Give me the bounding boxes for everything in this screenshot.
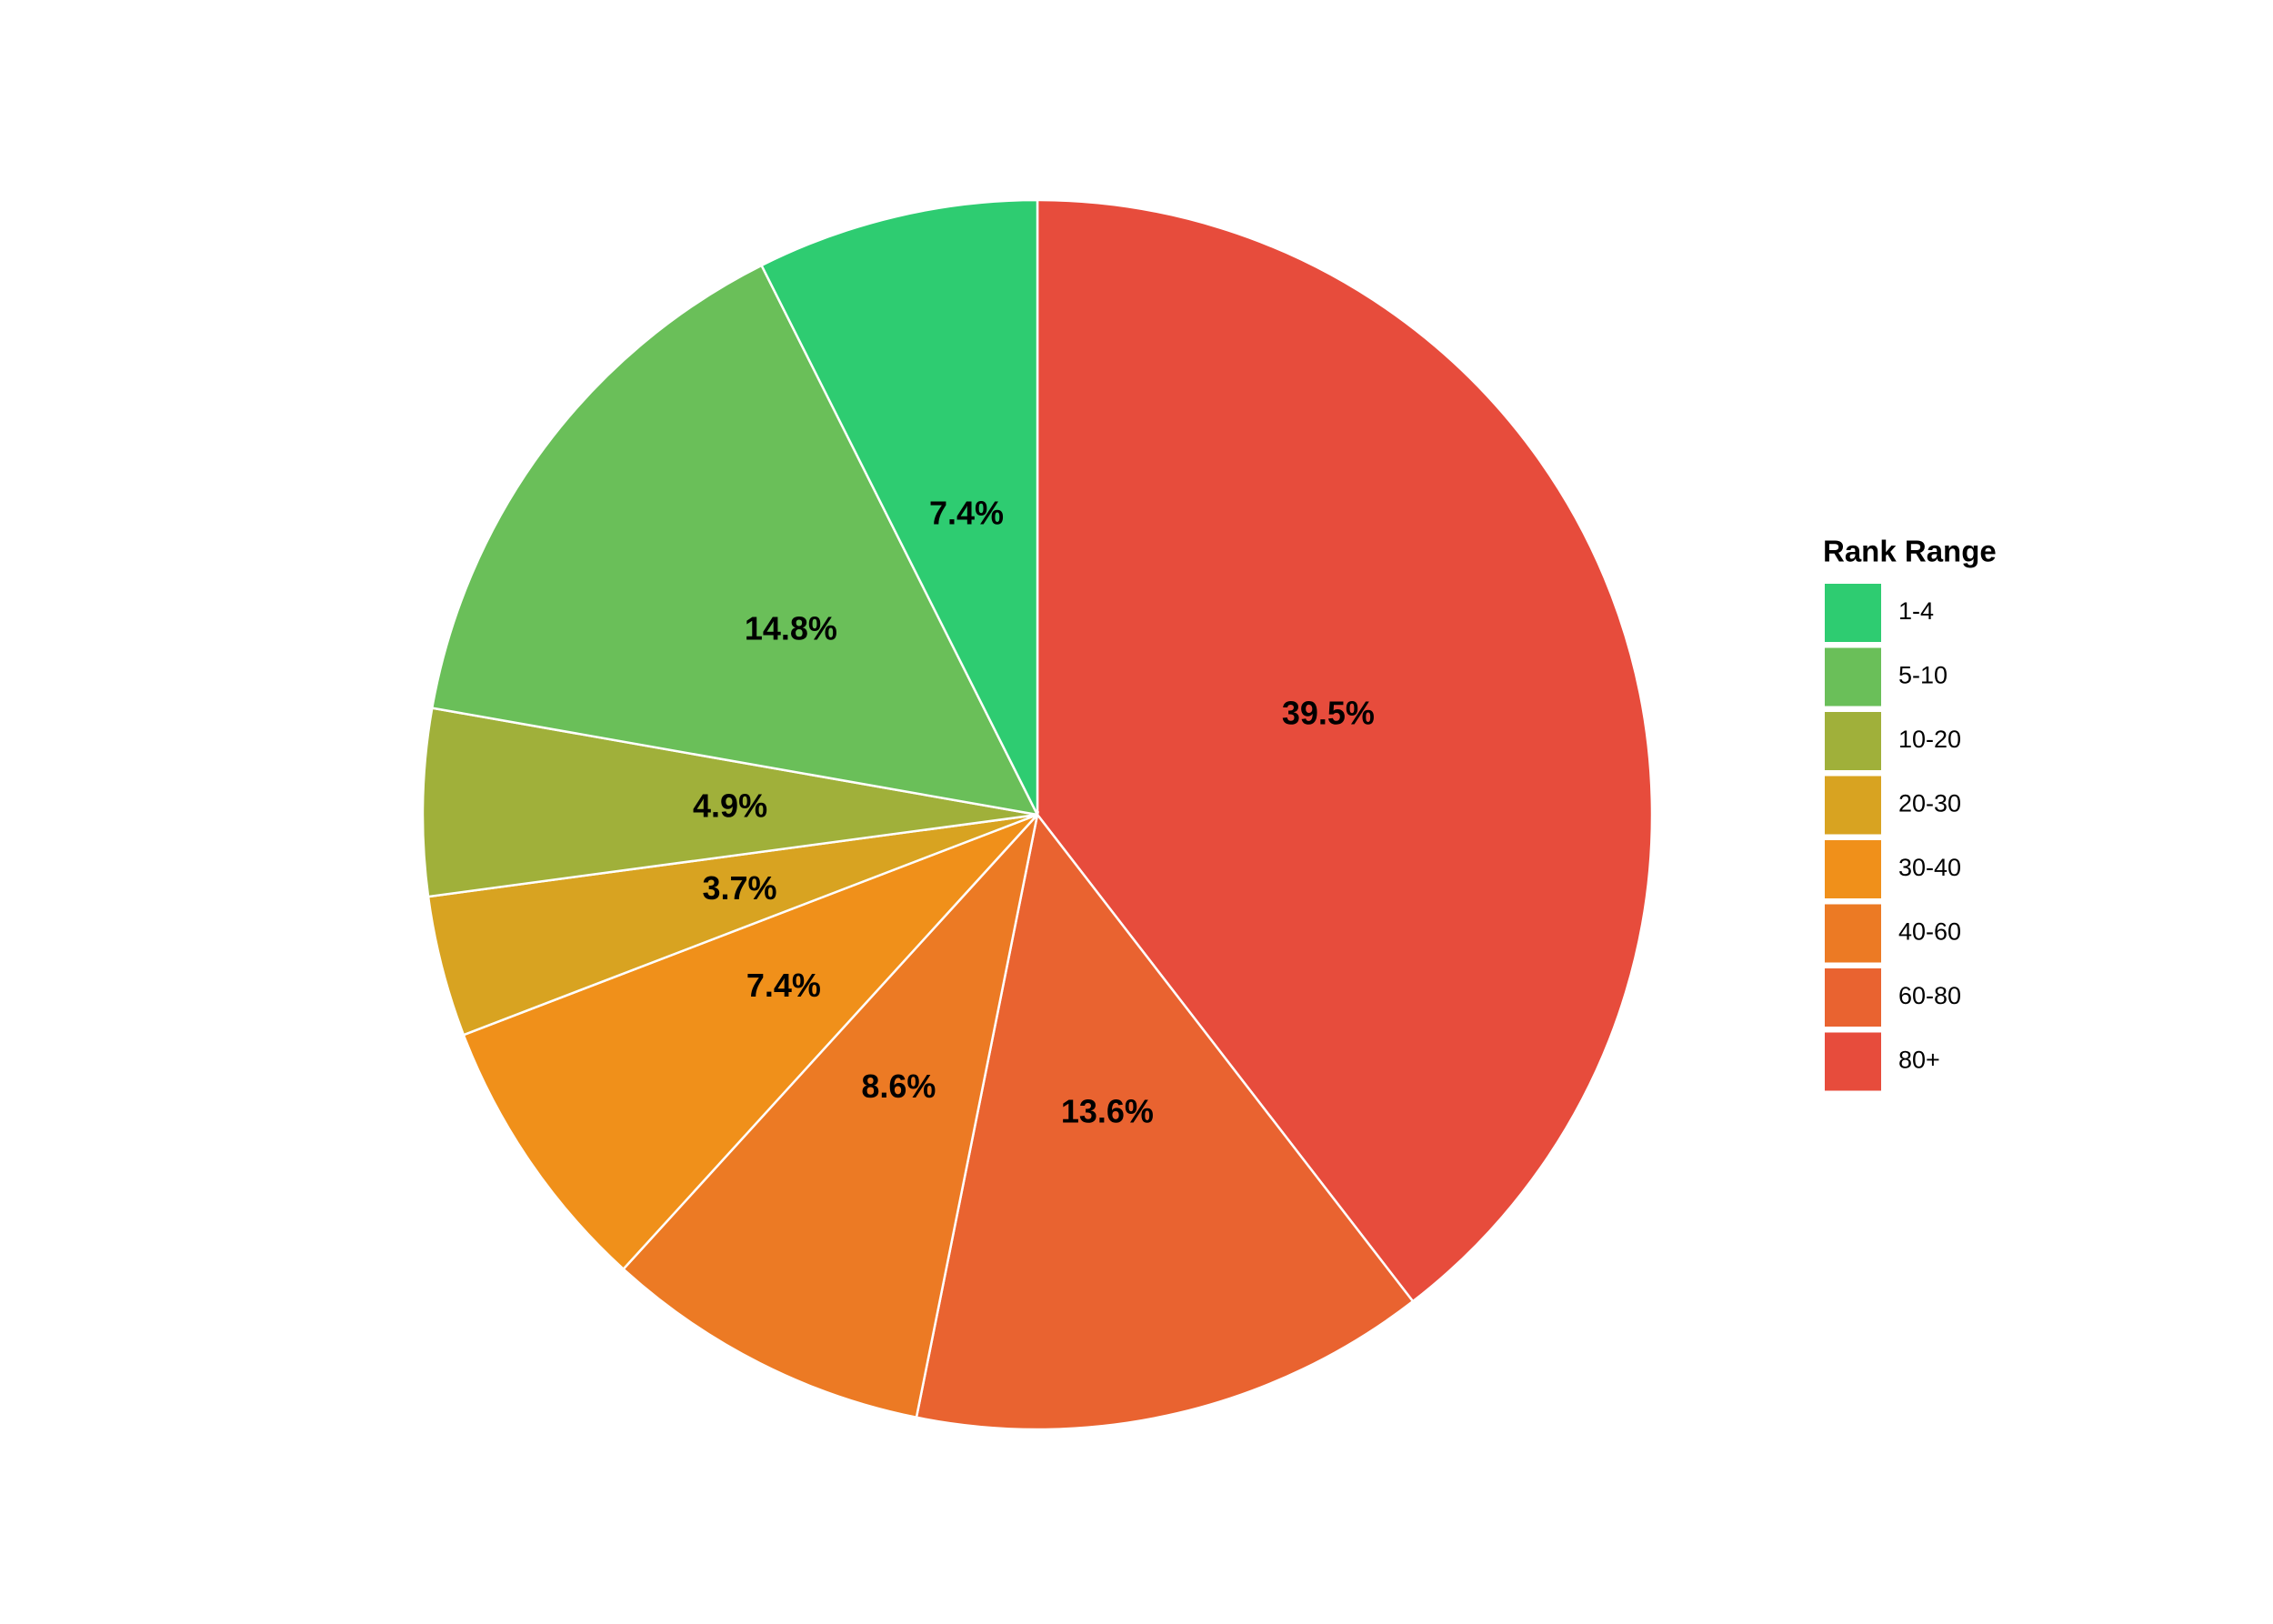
slice-label: 13.6% [1061, 1093, 1154, 1130]
legend-label: 60-80 [1898, 982, 1961, 1009]
legend-swatch [1823, 646, 1883, 708]
legend-swatch [1823, 838, 1883, 900]
pie-slice [759, 198, 1039, 816]
pie-slice [430, 264, 1040, 817]
legend-label: 20-30 [1898, 790, 1961, 817]
legend-swatch [1823, 902, 1883, 965]
legend-swatch [1823, 710, 1883, 772]
slice-label: 14.8% [745, 610, 837, 647]
slice-label: 7.4% [746, 967, 821, 1004]
slice-label: 7.4% [929, 495, 1004, 532]
slice-label: 39.5% [1282, 694, 1375, 731]
legend-swatch [1823, 1030, 1883, 1093]
pie-slice [915, 812, 1415, 1431]
legend-label: 1-4 [1898, 597, 1934, 625]
legend-swatch [1823, 774, 1883, 837]
legend-label: 30-40 [1898, 854, 1961, 881]
pie-slice [621, 810, 1040, 1419]
legend-label: 40-60 [1898, 918, 1961, 946]
pie-slice [1036, 198, 1654, 1303]
slice-label: 4.9% [693, 787, 767, 825]
pie-slice [421, 707, 1038, 898]
legend-swatch [1823, 582, 1883, 644]
legend-swatch [1823, 967, 1883, 1028]
slice-label: 3.7% [702, 869, 776, 907]
pie-slice [462, 813, 1038, 1271]
legend-label: 80+ [1898, 1047, 1940, 1074]
legend-label: 5-10 [1898, 662, 1948, 689]
legend-title: Rank Range [1823, 535, 1997, 568]
slice-label: 8.6% [861, 1068, 936, 1105]
legend-label: 10-20 [1898, 726, 1961, 753]
